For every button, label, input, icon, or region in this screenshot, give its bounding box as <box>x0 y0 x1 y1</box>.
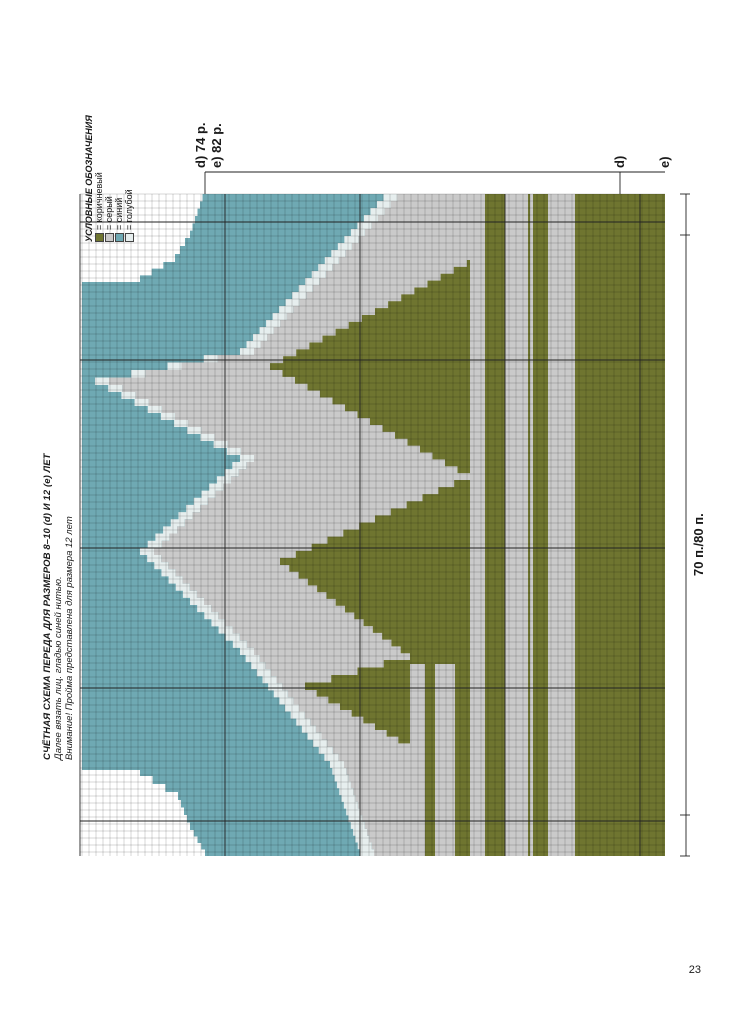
stripe-4 <box>548 194 556 856</box>
legend-item-blue: = синий <box>114 115 124 242</box>
size-label-d: d) <box>612 155 627 168</box>
stripe-2 <box>470 194 485 856</box>
swatch-blue <box>114 233 124 242</box>
rows-label-e: e) 82 р. <box>209 123 224 168</box>
size-label-e: e) <box>657 156 672 168</box>
legend-item-lightblue: = голубой <box>124 115 134 242</box>
grid-lines <box>79 171 690 857</box>
legend-label-grey: = серый <box>104 196 114 230</box>
chart-note-2: Внимание! Пройма представлена для размер… <box>64 516 75 760</box>
legend: УСЛОВНЫЕ ОБОЗНАЧЕНИЯ = коричневый = серы… <box>84 115 134 242</box>
legend-item-brown: = коричневый <box>94 115 104 242</box>
width-label: 70 п./80 п. <box>691 513 706 576</box>
stripe-main-2 <box>530 194 533 856</box>
stripe-0 <box>410 664 425 856</box>
stripe-main-3 <box>556 194 574 856</box>
rows-label-d: d) 74 р. <box>193 122 208 168</box>
page-number: 23 <box>688 964 701 976</box>
chart-title: СЧЁТНАЯ СХЕМА ПЕРЕДА ДЛЯ РАЗМЕРОВ 8–10 (… <box>42 453 53 760</box>
stripe-1 <box>435 664 455 856</box>
legend-label-blue: = синий <box>114 197 124 230</box>
swatch-brown <box>94 233 104 242</box>
legend-item-grey: = серый <box>104 115 114 242</box>
stripe-main-1 <box>505 194 525 856</box>
legend-title: УСЛОВНЫЕ ОБОЗНАЧЕНИЯ <box>84 115 94 242</box>
legend-label-lightblue: = голубой <box>124 189 134 230</box>
swatch-lightblue <box>124 233 134 242</box>
swatch-grey <box>104 233 114 242</box>
legend-label-brown: = коричневый <box>94 172 104 230</box>
chart-note-1: Далее вязать лиц. гладью синей нитью. <box>53 576 64 760</box>
